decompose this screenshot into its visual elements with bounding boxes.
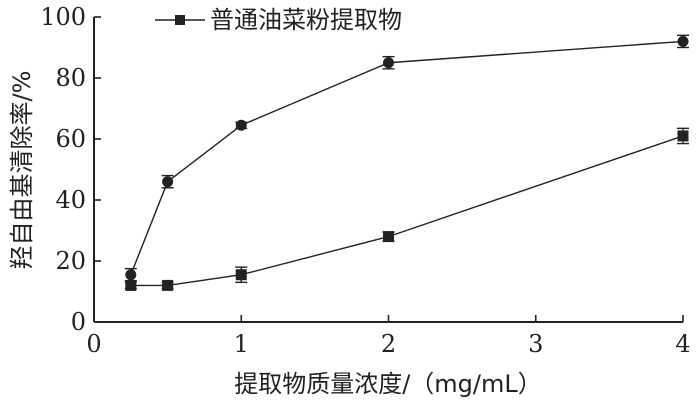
y-tick-label: 100 xyxy=(40,3,86,31)
x-axis-title: 提取物质量浓度/（mg/mL） xyxy=(234,370,542,398)
x-tick-label: 3 xyxy=(528,330,543,358)
y-tick-label: 60 xyxy=(55,125,86,153)
legend-label: 普通油菜粉提取物 xyxy=(210,6,402,34)
data-point-circle xyxy=(383,57,394,69)
y-tick-label: 20 xyxy=(55,247,86,275)
x-tick-label: 0 xyxy=(86,330,101,358)
y-tick-label: 80 xyxy=(55,64,86,92)
y-tick-label: 40 xyxy=(55,186,86,214)
series-line xyxy=(130,135,684,287)
x-tick-label: 1 xyxy=(234,330,249,358)
data-point-square xyxy=(162,279,174,291)
series-layer xyxy=(124,34,689,291)
series-line xyxy=(130,40,684,275)
x-tick-label: 4 xyxy=(675,330,690,358)
data-point-square xyxy=(125,279,137,291)
data-point-circle xyxy=(125,269,137,281)
legend: 普通油菜粉提取物 xyxy=(155,6,402,34)
data-point-circle xyxy=(235,119,247,131)
data-point-circle xyxy=(677,35,689,47)
data-point-square xyxy=(235,269,247,281)
data-point-square xyxy=(677,130,689,142)
series-circle xyxy=(124,34,689,282)
y-axis-title: 羟自由基清除率/% xyxy=(8,71,36,270)
x-tick-label: 2 xyxy=(381,330,396,358)
data-point-square xyxy=(383,231,394,243)
data-point-circle xyxy=(162,176,174,188)
legend-square-marker xyxy=(175,15,185,25)
y-tick-label: 0 xyxy=(71,308,86,336)
series-square xyxy=(124,127,689,291)
